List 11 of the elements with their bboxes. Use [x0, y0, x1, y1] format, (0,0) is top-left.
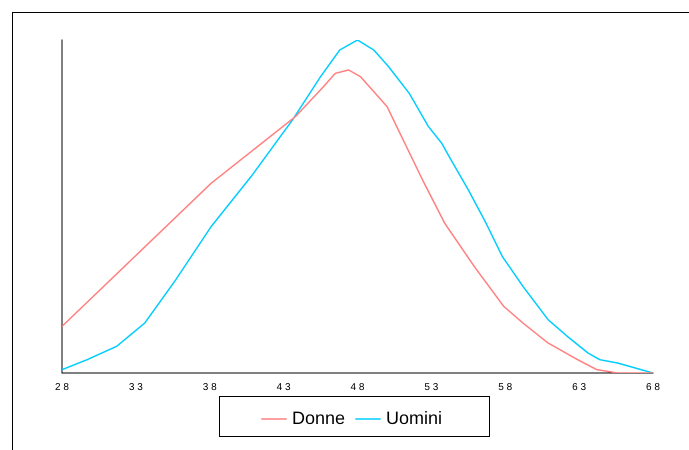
x-tick-label: 5 3 — [424, 382, 439, 393]
legend-label: Uomini — [386, 408, 442, 428]
x-tick-label: 4 8 — [350, 382, 365, 393]
x-tick-label: 6 8 — [646, 382, 660, 393]
x-tick-label: 3 3 — [128, 382, 144, 393]
x-tick-label: 6 3 — [572, 382, 587, 393]
legend-label: Donne — [292, 408, 346, 428]
x-tick-label: 5 8 — [498, 382, 513, 393]
x-tick-label: 4 3 — [276, 382, 292, 393]
x-tick-label: 3 8 — [202, 382, 218, 393]
x-tick-label: 2 8 — [55, 382, 70, 393]
